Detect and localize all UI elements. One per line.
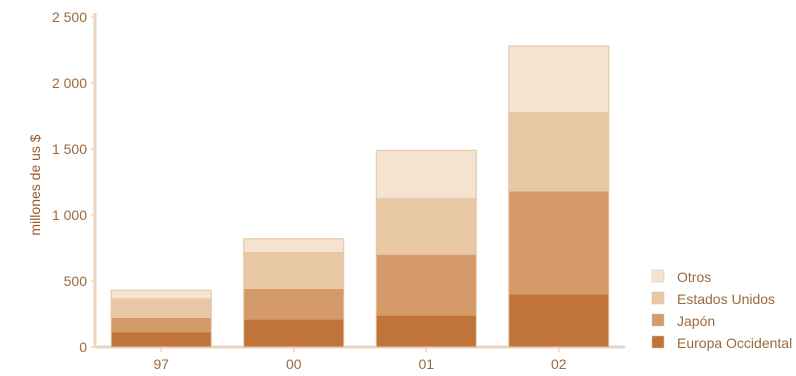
y-tick-label: 2 000 — [52, 75, 87, 91]
x-tick-label: 00 — [286, 356, 302, 372]
bar-stack-01 — [375, 149, 477, 348]
legend: Otros Estados Unidos Japón Europa Occidenta… — [651, 269, 792, 351]
y-tick-label: 1 000 — [52, 207, 87, 223]
x-tick-label: 02 — [551, 356, 567, 372]
x-tick-label: 01 — [418, 356, 434, 372]
y-tick-label: 2 500 — [52, 9, 87, 25]
bar-segment — [376, 197, 477, 255]
y-tick-label: 0 — [79, 339, 87, 355]
legend-item: Otros — [651, 269, 711, 285]
bar-segment — [508, 112, 609, 192]
bar-segment — [243, 288, 344, 320]
bar-outline — [375, 149, 477, 348]
bar-outline — [243, 238, 345, 348]
legend-label: Japón — [677, 313, 715, 329]
bar-segment — [508, 46, 609, 113]
legend-swatch — [651, 313, 665, 327]
bar-segment — [111, 290, 212, 299]
legend-item: Europa Occidental — [651, 335, 792, 351]
bar-segment — [111, 298, 212, 318]
y-axis: 0 500 1 000 1 500 2 000 2 500 — [52, 9, 97, 355]
legend-label: Europa Occidental — [677, 335, 792, 351]
x-tick-label: 97 — [153, 356, 169, 372]
bar-stack-97 — [110, 289, 212, 348]
y-axis-label: millones de us $ — [27, 134, 43, 235]
bar-segment — [111, 317, 212, 333]
bar-stack-02 — [508, 45, 610, 348]
bar-segment — [243, 251, 344, 289]
bar-segment — [111, 332, 212, 347]
legend-label: Estados Unidos — [677, 291, 775, 307]
bar-segment — [508, 191, 609, 295]
bar-outline — [508, 45, 610, 348]
legend-swatch — [651, 335, 665, 349]
bar-segment — [376, 150, 477, 198]
bar-segment — [508, 294, 609, 347]
bar-segment — [376, 254, 477, 316]
bar-segment — [243, 319, 344, 347]
bar-segment — [376, 315, 477, 347]
legend-label: Otros — [677, 269, 711, 285]
legend-swatch — [651, 291, 665, 305]
bar-outline — [110, 289, 212, 348]
legend-swatch — [651, 269, 665, 283]
legend-item: Japón — [651, 313, 715, 329]
x-axis: 97 00 01 02 — [95, 345, 625, 372]
legend-item: Estados Unidos — [651, 291, 775, 307]
bars — [110, 45, 610, 348]
bar-segment — [243, 238, 344, 252]
y-tick-label: 1 500 — [52, 141, 87, 157]
bar-stack-00 — [243, 238, 345, 348]
y-tick-label: 500 — [64, 273, 88, 289]
